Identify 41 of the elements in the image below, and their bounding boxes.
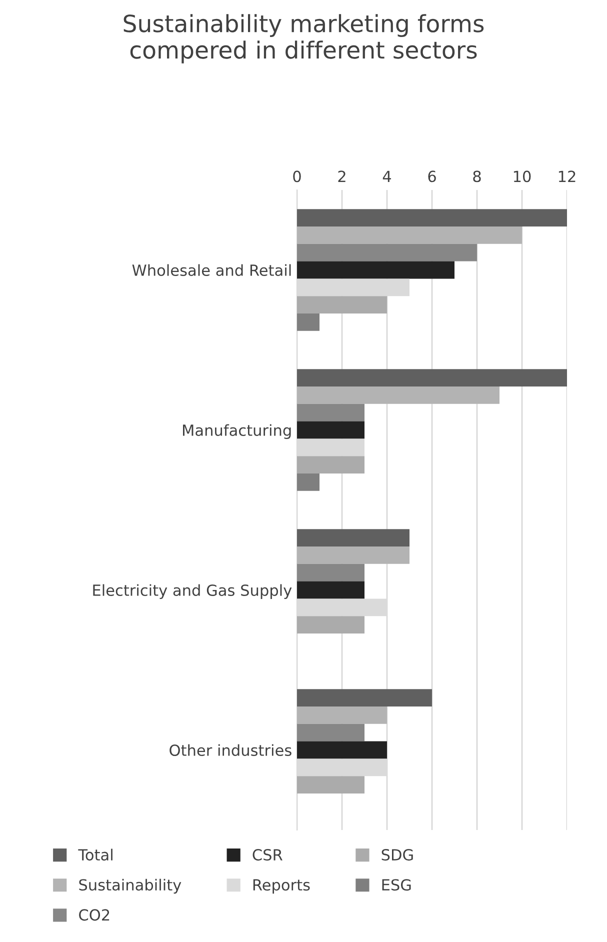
chart-title: Sustainability marketing forms compered in different sectors bbox=[124, 14, 484, 64]
legend-label: CSR bbox=[252, 849, 282, 861]
bar bbox=[297, 296, 387, 314]
legend-label: SDG bbox=[382, 849, 413, 861]
y-tick-label: Manufacturing bbox=[183, 424, 291, 439]
bar bbox=[297, 741, 387, 759]
bar bbox=[297, 581, 364, 599]
bar bbox=[297, 473, 320, 491]
y-tick-label: Other industries bbox=[170, 744, 292, 756]
y-tick-label: Wholesale and Retail bbox=[132, 264, 291, 276]
legend-label: Total bbox=[78, 848, 112, 861]
bar bbox=[297, 456, 364, 474]
bar bbox=[297, 616, 364, 634]
x-tick-label: 0 bbox=[293, 170, 301, 182]
bar bbox=[297, 564, 364, 582]
bar bbox=[297, 421, 364, 439]
bar bbox=[297, 689, 432, 707]
x-tick-label: 6 bbox=[428, 170, 436, 182]
bar bbox=[297, 209, 567, 227]
x-tick-label: 10 bbox=[514, 170, 531, 182]
x-tick-label: 8 bbox=[473, 170, 481, 182]
legend-label: CO2 bbox=[79, 909, 110, 921]
bar bbox=[297, 724, 364, 742]
legend-label: Reports bbox=[253, 879, 310, 894]
bar bbox=[297, 529, 410, 547]
legend-label: ESG bbox=[382, 879, 411, 891]
bar bbox=[297, 226, 522, 244]
legend-label: Sustainability bbox=[79, 878, 182, 894]
x-tick-label: 2 bbox=[338, 170, 346, 182]
x-tick-label: 12 bbox=[558, 170, 576, 182]
bar bbox=[297, 244, 477, 262]
bar bbox=[297, 404, 364, 422]
bar bbox=[297, 369, 567, 387]
y-tick-label: Electricity and Gas Supply bbox=[93, 584, 292, 599]
bar bbox=[297, 261, 454, 279]
bar bbox=[297, 546, 410, 564]
bar bbox=[297, 776, 364, 794]
bar bbox=[297, 313, 320, 331]
bar bbox=[297, 706, 387, 724]
bar bbox=[297, 386, 500, 404]
x-tick-label: 4 bbox=[382, 170, 392, 182]
